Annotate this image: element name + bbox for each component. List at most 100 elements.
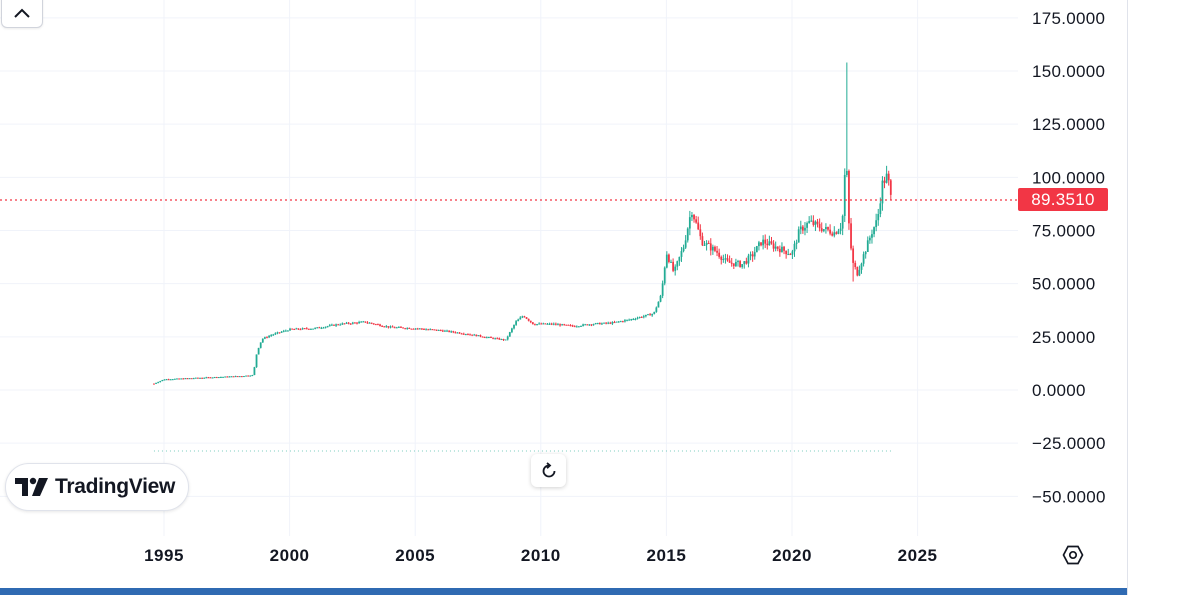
candle <box>638 316 641 319</box>
candle <box>569 324 572 327</box>
candle <box>720 255 723 265</box>
candle <box>337 323 340 326</box>
candle <box>695 215 698 224</box>
candle <box>245 375 247 377</box>
candle <box>280 330 283 333</box>
candle <box>657 301 660 308</box>
candle <box>374 323 377 326</box>
candle <box>672 258 674 273</box>
candle <box>188 378 191 380</box>
candle <box>473 333 476 336</box>
candle <box>787 248 790 256</box>
candle <box>791 249 794 260</box>
candle <box>776 246 779 252</box>
candle <box>835 231 838 235</box>
candle <box>186 378 189 380</box>
candle <box>751 251 754 262</box>
candle <box>676 260 679 271</box>
candle <box>324 326 327 329</box>
candle <box>875 213 878 232</box>
candle <box>165 378 168 381</box>
collapse-button[interactable] <box>1 0 43 28</box>
candle <box>444 329 446 332</box>
candle <box>464 333 467 336</box>
candle <box>519 316 522 320</box>
candle <box>548 322 551 325</box>
candle <box>360 321 363 323</box>
candle <box>611 321 614 326</box>
candle <box>485 336 488 339</box>
candle <box>425 328 427 331</box>
y-tick-label: 50.0000 <box>1032 275 1096 294</box>
grid-lines <box>0 0 1018 536</box>
candle <box>632 318 635 321</box>
candle <box>781 242 783 253</box>
candle <box>268 334 270 339</box>
settings-button[interactable] <box>1059 541 1087 569</box>
candle <box>431 329 434 331</box>
candle <box>402 327 404 329</box>
candle <box>866 236 869 253</box>
candle <box>829 224 831 236</box>
candle <box>728 255 731 263</box>
candle <box>693 213 695 223</box>
candle <box>171 378 174 381</box>
candle <box>297 328 300 330</box>
candle <box>197 377 199 379</box>
candle <box>745 257 748 265</box>
candle <box>511 327 513 334</box>
candle <box>504 339 507 341</box>
candlestick-chart[interactable]: 175.0000 150.0000 125.0000 100.0000 75.0000 5… <box>0 0 1127 588</box>
candle <box>573 325 576 328</box>
candle <box>190 378 193 380</box>
candle <box>301 327 304 330</box>
candle <box>609 321 612 325</box>
candle <box>670 259 672 263</box>
candle <box>755 245 758 253</box>
candle <box>441 329 444 332</box>
candle <box>536 323 538 326</box>
candle <box>456 332 459 334</box>
candle <box>502 338 505 341</box>
candle <box>845 62 848 178</box>
candle <box>354 322 356 324</box>
candle <box>594 322 597 325</box>
candle <box>607 321 610 325</box>
candle <box>506 335 509 341</box>
candle <box>377 323 379 326</box>
x-tick-label: 2010 <box>521 546 561 565</box>
candle <box>322 326 325 329</box>
candle <box>475 334 478 337</box>
candle <box>691 211 693 222</box>
candle <box>259 342 262 349</box>
candle <box>240 376 243 378</box>
candle <box>642 314 645 319</box>
candle <box>230 376 233 378</box>
candle <box>201 377 203 379</box>
candle <box>705 240 708 251</box>
candle <box>741 264 744 269</box>
candle <box>636 316 639 320</box>
candle <box>831 231 834 237</box>
candle <box>768 235 771 246</box>
candle <box>889 179 892 201</box>
candle <box>814 220 817 232</box>
candle <box>213 376 216 379</box>
candle <box>173 378 176 380</box>
candle <box>243 375 245 378</box>
tradingview-logo[interactable]: TradingView <box>5 463 189 511</box>
candle <box>362 320 365 323</box>
candle <box>236 376 239 378</box>
candle <box>680 247 683 262</box>
candle <box>282 329 285 333</box>
candle <box>429 328 432 331</box>
candle <box>251 374 254 377</box>
candle <box>289 327 291 331</box>
candle <box>760 242 762 247</box>
reset-chart-button[interactable] <box>531 454 566 487</box>
candle <box>860 262 863 274</box>
candle <box>774 241 777 252</box>
candle <box>303 327 306 330</box>
candle <box>601 322 603 325</box>
candle <box>621 320 624 323</box>
